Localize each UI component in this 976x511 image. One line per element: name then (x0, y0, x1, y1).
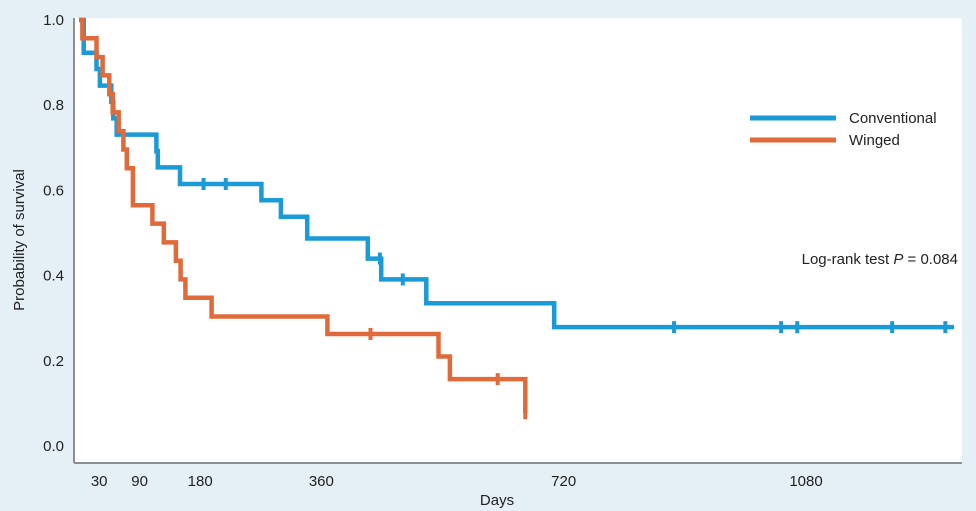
x-tick-label: 360 (309, 473, 334, 490)
y-tick-label: 0.4 (43, 268, 64, 285)
x-tick-label: 180 (188, 473, 213, 490)
x-tick-label: 1080 (789, 473, 822, 490)
y-tick-label: 0.2 (43, 353, 64, 370)
log-rank-annotation: Log-rank test P = 0.084 (802, 251, 958, 268)
series-layer (79, 17, 955, 420)
y-tick-label: 0.0 (43, 438, 64, 455)
x-tick-label: 720 (551, 473, 576, 490)
x-tick-label: 30 (91, 473, 108, 490)
legend-label: Winged (849, 132, 900, 149)
legend: Conventional Winged (750, 110, 937, 149)
annotation-p-symbol: P (893, 251, 903, 268)
legend-label: Conventional (849, 110, 937, 127)
y-axis-title: Probability of survival (11, 169, 28, 311)
y-tick-label: 0.8 (43, 97, 64, 114)
y-tick-label: 1.0 (43, 12, 64, 29)
axes: 0.0 0.2 0.4 0.6 0.8 1.0 30 90 180 360 720 1080 (43, 12, 962, 490)
annotation-prefix: Log-rank test (802, 251, 894, 268)
y-tick-label: 0.6 (43, 182, 64, 199)
x-tick-label: 90 (131, 473, 148, 490)
plot-background (74, 18, 962, 463)
series-line-conventional (79, 17, 955, 330)
x-axis-title: Days (480, 492, 514, 509)
plot-area (74, 18, 962, 463)
annotation-value: = 0.084 (903, 251, 958, 268)
series-line-winged (79, 17, 528, 414)
